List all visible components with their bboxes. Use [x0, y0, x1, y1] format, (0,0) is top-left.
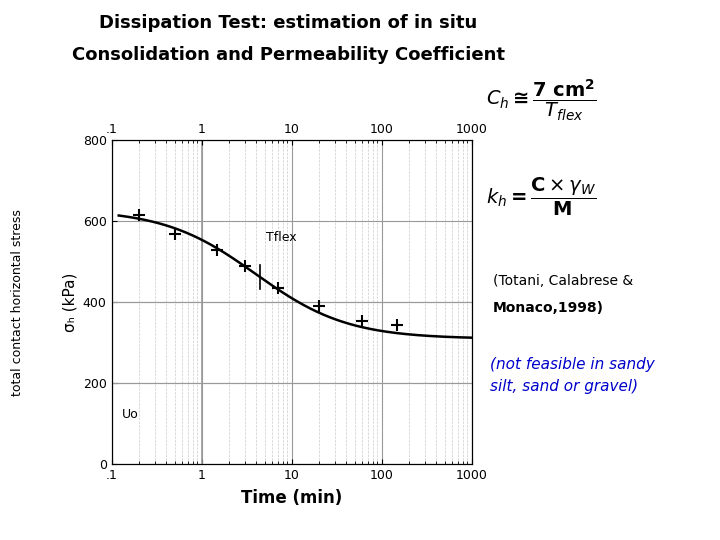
Text: Consolidation and Permeability Coefficient: Consolidation and Permeability Coefficie… — [71, 46, 505, 64]
Y-axis label: σₕ (kPa): σₕ (kPa) — [62, 273, 77, 332]
X-axis label: Time (min): Time (min) — [241, 489, 342, 507]
Text: total contact horizontal stress: total contact horizontal stress — [12, 209, 24, 396]
Text: (not feasible in sandy
silt, sand or gravel): (not feasible in sandy silt, sand or gra… — [490, 357, 654, 394]
Text: Tflex: Tflex — [266, 231, 297, 244]
Text: $\boldsymbol{k_h} \mathbf{=} \dfrac{\mathbf{C} \times \boldsymbol{\gamma_W}}{\ma: $\boldsymbol{k_h} \mathbf{=} \dfrac{\mat… — [486, 176, 596, 218]
Text: Dissipation Test: estimation of in situ: Dissipation Test: estimation of in situ — [99, 14, 477, 31]
Text: (Totani, Calabrese &: (Totani, Calabrese & — [493, 274, 634, 288]
Text: $\boldsymbol{C_h} \mathbf{\cong} \dfrac{\mathbf{7\ cm^2}}{\boldsymbol{T_{flex}}}: $\boldsymbol{C_h} \mathbf{\cong} \dfrac{… — [486, 77, 597, 123]
Text: Monaco,1998): Monaco,1998) — [493, 301, 604, 315]
Text: Uo: Uo — [122, 408, 139, 421]
